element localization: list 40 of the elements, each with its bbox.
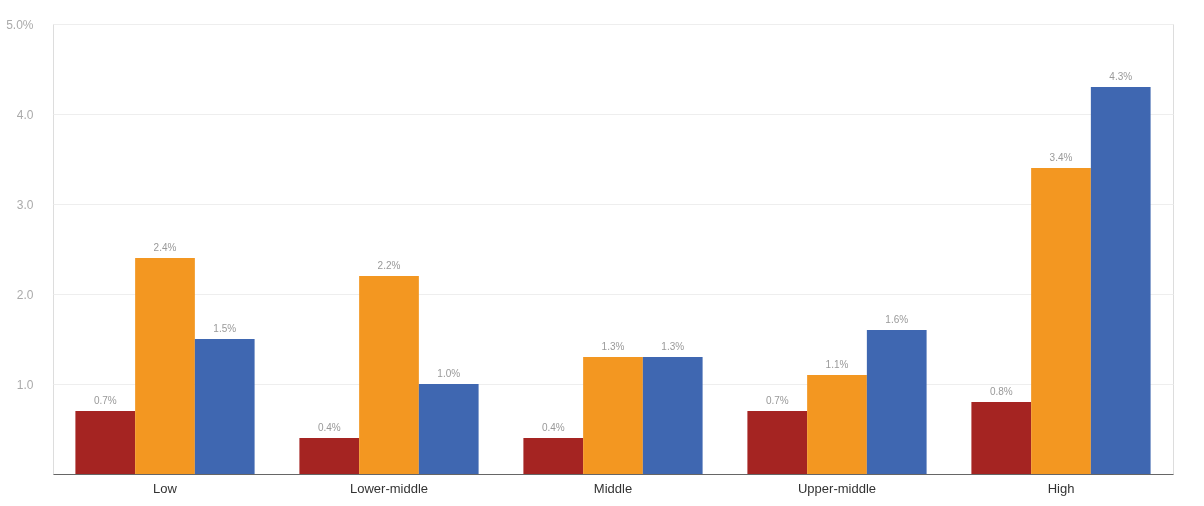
bar — [1090, 87, 1151, 474]
data-label: 4.3% — [1109, 71, 1133, 82]
bar — [1031, 168, 1091, 474]
bar — [807, 375, 867, 474]
data-label: 1.3% — [661, 341, 685, 352]
data-label: 1.3% — [601, 341, 625, 352]
y-tick-label: 3.0 — [16, 197, 34, 212]
bar — [747, 411, 808, 474]
data-label: 3.4% — [1049, 152, 1073, 163]
x-tick-label: High — [1047, 480, 1075, 496]
x-tick-label: Middle — [593, 480, 633, 496]
x-tick-label: Lower-middle — [349, 480, 429, 496]
bar — [299, 438, 360, 474]
data-label: 2.4% — [153, 242, 177, 253]
x-tick-label: Low — [153, 480, 178, 496]
bar — [135, 258, 195, 474]
bar — [75, 411, 136, 474]
bar — [971, 402, 1032, 474]
data-label: 2.2% — [377, 260, 401, 271]
bar — [523, 438, 584, 474]
y-tick-label: 2.0 — [16, 287, 34, 302]
bar — [583, 357, 643, 474]
data-label: 1.6% — [885, 314, 909, 325]
y-tick-label: 4.0 — [16, 107, 34, 122]
data-label: 0.4% — [317, 422, 341, 433]
data-label: 0.4% — [541, 422, 565, 433]
y-tick-label: 5.0% — [6, 17, 34, 32]
bar — [418, 384, 479, 474]
data-label: 1.5% — [213, 323, 237, 334]
data-label: 0.7% — [765, 395, 789, 406]
data-label: 1.0% — [437, 368, 461, 379]
bar — [866, 330, 927, 474]
y-tick-label: 1.0 — [16, 377, 34, 392]
bar — [359, 276, 419, 474]
data-label: 1.1% — [825, 359, 849, 370]
bar — [642, 357, 703, 474]
x-tick-label: Upper-middle — [797, 480, 877, 496]
bar — [194, 339, 255, 474]
data-label: 0.8% — [989, 386, 1013, 397]
data-label: 0.7% — [93, 395, 117, 406]
